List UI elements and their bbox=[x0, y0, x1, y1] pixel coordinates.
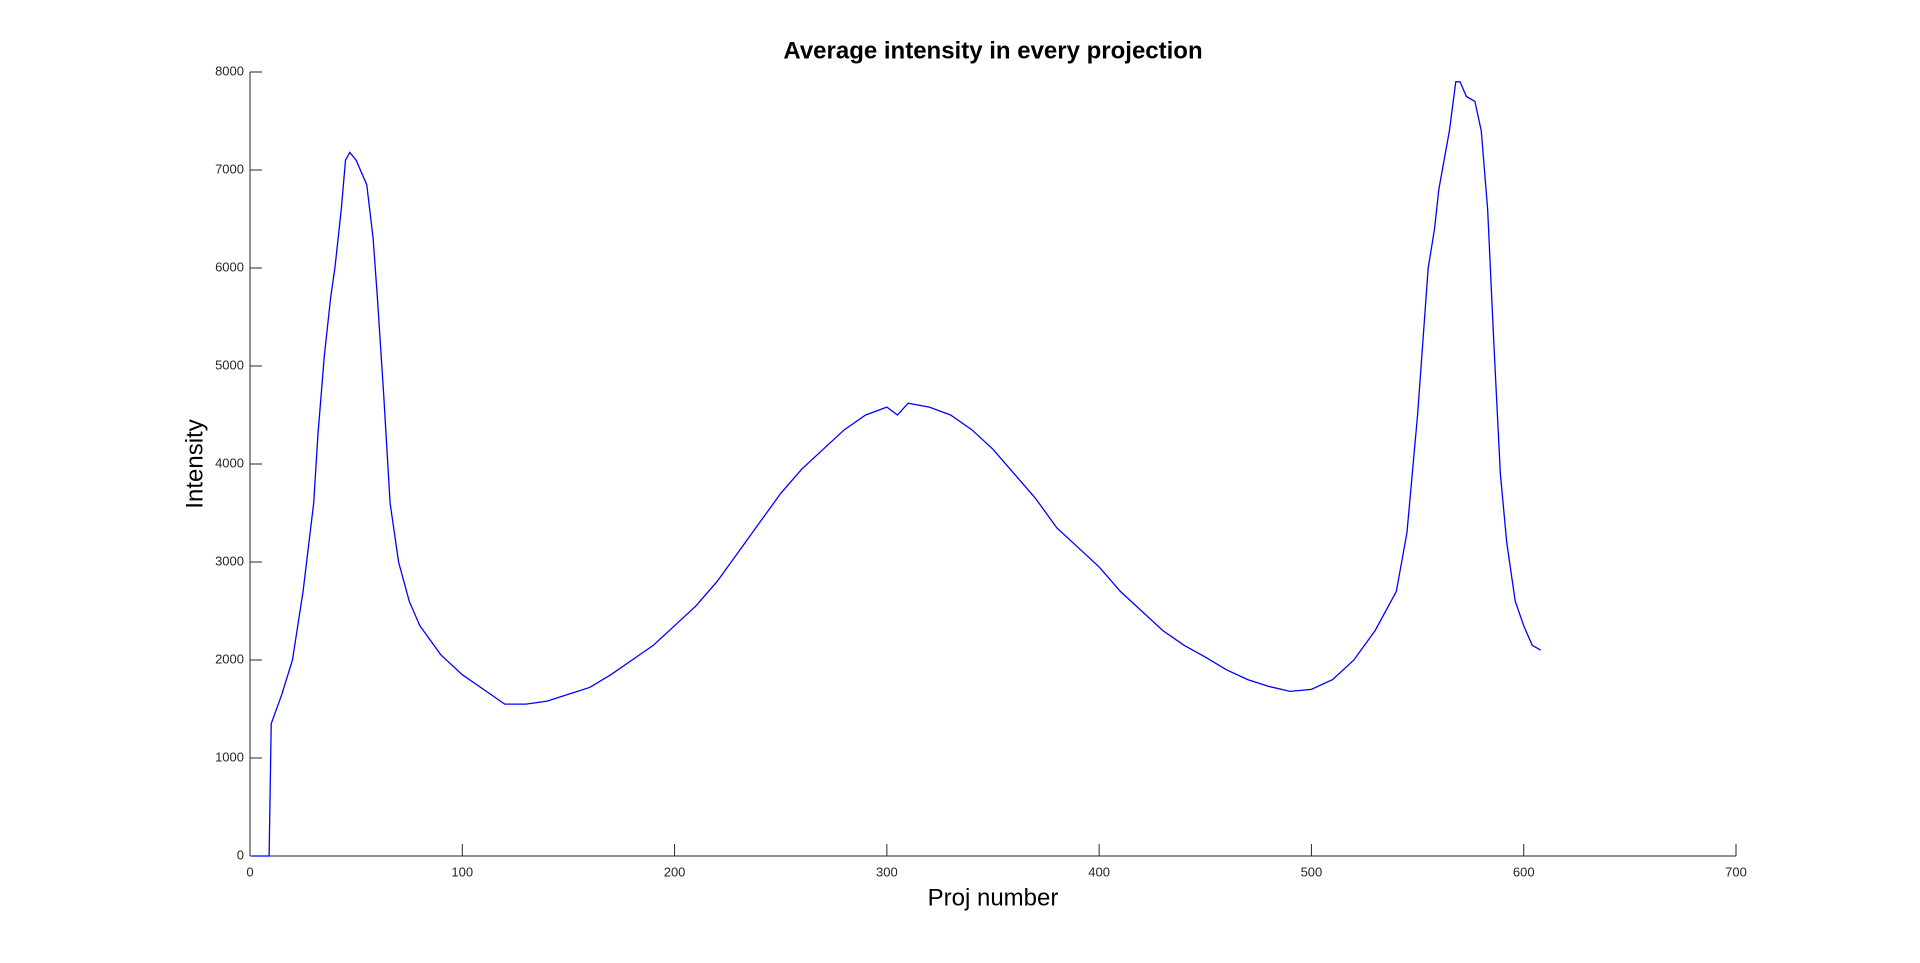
x-tick-label: 200 bbox=[664, 864, 686, 879]
y-tick-label: 1000 bbox=[215, 749, 244, 764]
y-tick-label: 6000 bbox=[215, 259, 244, 274]
x-tick-label: 400 bbox=[1088, 864, 1110, 879]
y-tick-label: 5000 bbox=[215, 357, 244, 372]
x-axis-label: Proj number bbox=[928, 884, 1059, 911]
x-tick-label: 700 bbox=[1725, 864, 1747, 879]
y-tick-label: 4000 bbox=[215, 455, 244, 470]
x-tick-label: 600 bbox=[1513, 864, 1535, 879]
y-axis-label: Intensity bbox=[181, 419, 208, 508]
y-tick-label: 8000 bbox=[215, 63, 244, 78]
chart-title: Average intensity in every projection bbox=[783, 37, 1202, 64]
x-tick-label: 300 bbox=[876, 864, 898, 879]
y-tick-label: 3000 bbox=[215, 553, 244, 568]
x-tick-label: 100 bbox=[451, 864, 473, 879]
x-tick-label: 500 bbox=[1301, 864, 1323, 879]
x-tick-label: 0 bbox=[246, 864, 253, 879]
data-line bbox=[252, 81, 1542, 857]
y-tick-label: 2000 bbox=[215, 651, 244, 666]
y-tick-label: 0 bbox=[237, 847, 244, 862]
y-tick-label: 7000 bbox=[215, 161, 244, 176]
